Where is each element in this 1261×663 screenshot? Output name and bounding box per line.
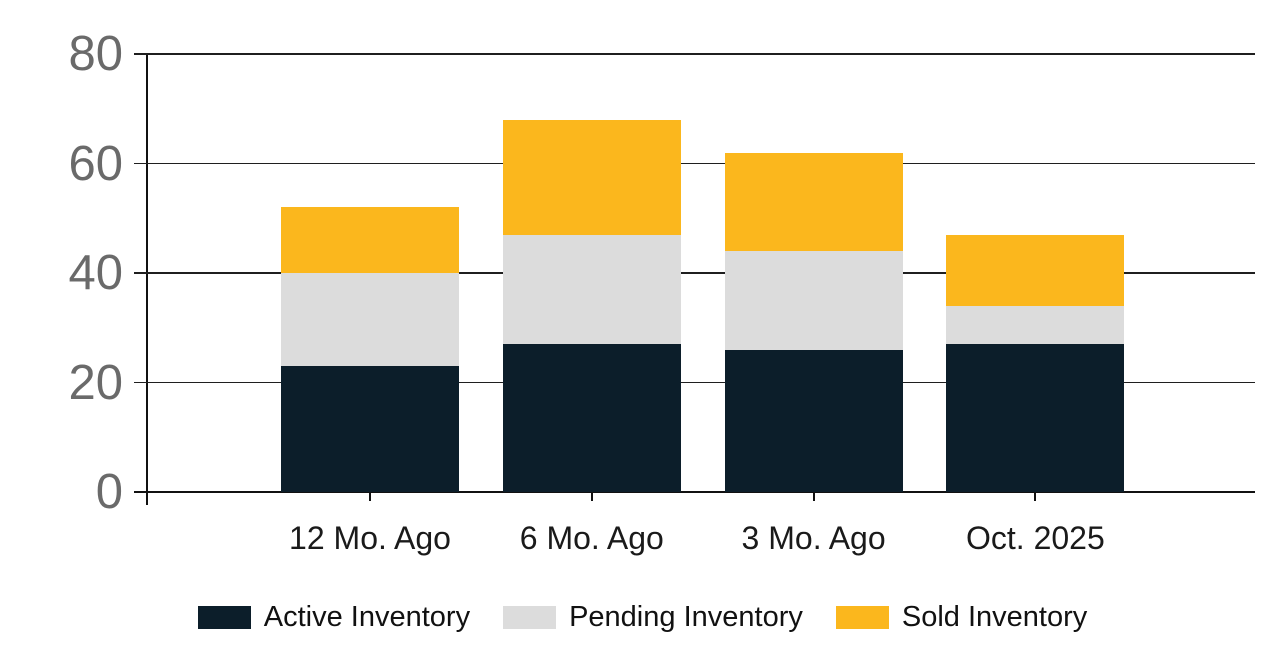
bar-segment-active-inventory-12-mo-ago — [281, 366, 459, 492]
plot-area — [134, 53, 1255, 505]
bar-segment-pending-inventory-12-mo-ago — [281, 273, 459, 367]
gridline-80 — [134, 53, 1255, 55]
y-tick-label-60: 60 — [68, 136, 123, 191]
bar-segment-sold-inventory-oct-2025 — [946, 234, 1125, 306]
x-axis-label-3-mo-ago: 3 Mo. Ago — [741, 520, 886, 556]
bar-segment-pending-inventory-oct-2025 — [946, 305, 1125, 345]
bar-oct-2025 — [946, 234, 1125, 492]
x-axis-label-6-mo-ago: 6 Mo. Ago — [519, 520, 664, 556]
x-tick-6-mo-ago — [590, 492, 593, 501]
bar-segment-pending-inventory-6-mo-ago — [502, 234, 681, 345]
y-axis-line — [146, 54, 148, 505]
legend-swatch-active-inventory — [197, 605, 251, 629]
bar-segment-pending-inventory-3-mo-ago — [724, 251, 903, 350]
legend-item-sold-inventory: Sold Inventory — [835, 600, 1088, 634]
x-axis-line — [134, 491, 1255, 493]
bar-segment-sold-inventory-3-mo-ago — [724, 152, 903, 252]
x-tick-3-mo-ago — [812, 492, 815, 501]
legend-label-active-inventory: Active Inventory — [263, 601, 471, 633]
y-tick-label-0: 0 — [95, 465, 123, 519]
x-axis-label-12-mo-ago: 12 Mo. Ago — [289, 520, 451, 556]
legend-swatch-pending-inventory — [503, 605, 557, 629]
legend: Active Inventory Pending Inventory Sold In… — [24, 600, 1261, 634]
legend-label-pending-inventory: Pending Inventory — [569, 601, 803, 633]
bar-segment-active-inventory-3-mo-ago — [724, 349, 903, 492]
y-tick-label-40: 40 — [68, 246, 123, 300]
bar-segment-active-inventory-oct-2025 — [946, 344, 1125, 492]
gridline-60 — [134, 162, 1255, 165]
x-axis-label-oct-2025: Oct. 2025 — [966, 520, 1105, 556]
bar-segment-sold-inventory-6-mo-ago — [502, 119, 681, 235]
bar-12-mo-ago — [281, 207, 459, 492]
legend-item-pending-inventory: Pending Inventory — [503, 600, 803, 634]
bar-3-mo-ago — [724, 152, 903, 492]
y-tick-label-80: 80 — [68, 27, 123, 81]
legend-swatch-sold-inventory — [835, 605, 889, 629]
legend-label-sold-inventory: Sold Inventory — [901, 601, 1088, 633]
x-tick-oct-2025 — [1034, 492, 1037, 501]
bar-6-mo-ago — [502, 119, 681, 492]
x-tick-12-mo-ago — [369, 492, 371, 501]
gridline-20 — [134, 381, 1255, 384]
gridline-40 — [134, 272, 1255, 274]
y-tick-label-20: 20 — [68, 355, 123, 410]
bar-segment-active-inventory-6-mo-ago — [502, 344, 681, 492]
bar-segment-sold-inventory-12-mo-ago — [281, 207, 459, 274]
legend-item-active-inventory: Active Inventory — [197, 600, 471, 634]
